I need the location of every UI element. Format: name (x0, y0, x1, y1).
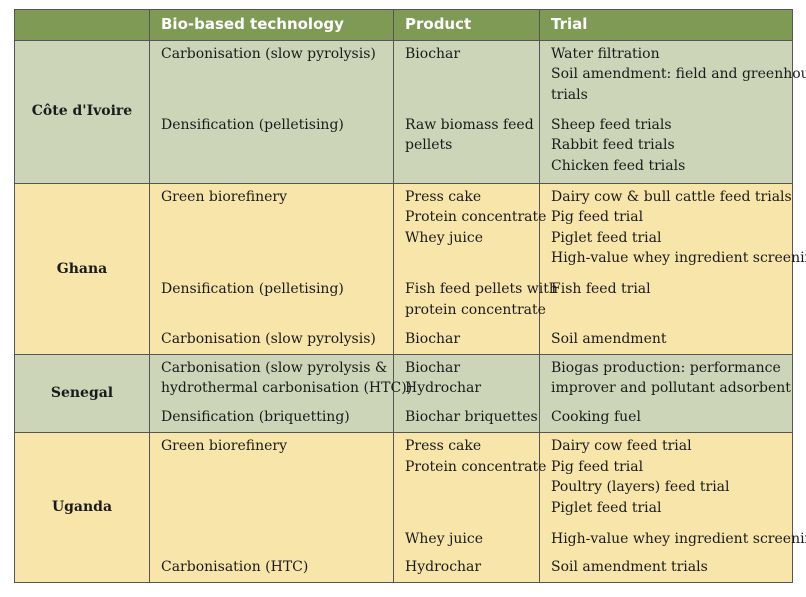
technology-line: Carbonisation (HTC) (161, 559, 309, 575)
technology-cell: Densification (pelletising) (149, 276, 394, 326)
header-row: Bio-based technology Product Trial (14, 9, 793, 40)
trial-line: Dairy cow & bull cattle feed trials (551, 188, 792, 205)
technology-cell: Green biorefinery (149, 182, 394, 277)
table-row: Densification (pelletising) Fish feed pel… (15, 276, 793, 326)
product-line: Hydrochar (405, 380, 482, 397)
product-cell: Press cake Protein concentrate Whey juice (393, 182, 547, 277)
technology-cell: Carbonisation (slow pyrolysis) (149, 325, 394, 355)
table-row: Carbonisation (slow pyrolysis) Biochar Soi… (15, 325, 793, 355)
header-technology: Bio-based technology (149, 9, 394, 40)
trial-line: Sheep feed trials (551, 116, 672, 133)
trial-line: Piglet feed trial (551, 229, 662, 246)
technology-line: Densification (briquetting) (161, 409, 350, 426)
product-line: Fish feed pellets with (405, 281, 558, 298)
product-line: Press cake (405, 188, 482, 205)
trial-cell: Cooking fuel (539, 404, 793, 433)
trial-line: Cooking fuel (551, 409, 641, 426)
technology-line: hydrothermal carbonisation (HTC)) (161, 380, 413, 397)
technology-cell (149, 526, 394, 554)
table-row: Côte d'Ivoire Carbonisation (slow pyrolys… (14, 39, 806, 184)
trial-line: High-value whey ingredient screening (551, 531, 806, 548)
trial-cell: Fish feed trial (539, 276, 793, 326)
trial-line: Poultry (layers) feed trial (551, 479, 730, 496)
product-line: Press cake (405, 438, 482, 455)
product-line: protein concentrate (405, 301, 546, 318)
trial-line: Piglet feed trial (551, 499, 662, 516)
header-country (14, 9, 150, 40)
product-line: Biochar (405, 330, 461, 347)
header-product: Product (393, 9, 540, 40)
trial-line: Fish feed trial (551, 281, 651, 298)
product-cell: Biochar briquettes (393, 404, 540, 433)
trial-line: High-value whey ingredient screening (551, 250, 806, 267)
table-row: Densification (briquetting) Biochar briqu… (15, 404, 793, 433)
table-row: Senegal Carbonisation (slow pyrolysis & hy… (14, 353, 793, 433)
product-cell: Biochar Hydrochar (393, 353, 540, 405)
trial-cell: High-value whey ingredient screening (539, 526, 806, 554)
trial-cell: Soil amendment (539, 325, 793, 355)
trials-table: Bio-based technology Product Trial Côte … (14, 9, 806, 583)
technology-line: Green biorefinery (161, 188, 287, 205)
table-body: Côte d'Ivoire Carbonisation (slow pyrolys… (14, 39, 806, 583)
country-cell: Senegal (14, 353, 150, 433)
product-cell: Biochar (393, 325, 540, 355)
product-line: Whey juice (405, 531, 484, 548)
product-line: Biochar (405, 359, 461, 376)
product-line: pellets (405, 137, 453, 154)
product-cell: Hydrochar (393, 554, 540, 583)
technology-cell: Carbonisation (slow pyrolysis) (149, 39, 394, 112)
product-cell: Biochar (393, 39, 540, 112)
product-line: Biochar briquettes (405, 409, 538, 426)
technology-cell: Carbonisation (HTC) (149, 554, 394, 583)
trial-line: Pig feed trial (551, 209, 644, 226)
product-cell: Fish feed pellets with protein concentrat… (393, 276, 558, 326)
trial-line: Water filtration (551, 45, 660, 62)
product-cell: Press cake Protein concentrate (393, 432, 547, 527)
country-cell: Ghana (14, 182, 150, 355)
header-trial: Trial (539, 9, 793, 40)
table-row: Densification (pelletising) Raw biomass f… (15, 111, 793, 184)
technology-line: Densification (pelletising) (161, 116, 344, 133)
technology-cell: Carbonisation (slow pyrolysis & hydrother… (149, 353, 413, 405)
technology-line: Carbonisation (slow pyrolysis) (161, 330, 376, 347)
trial-line: Pig feed trial (551, 458, 644, 475)
product-cell: Whey juice (393, 526, 540, 554)
country-cell: Uganda (14, 432, 150, 583)
product-line: Raw biomass feed (405, 116, 534, 133)
trial-cell: Biogas production: performance improver a… (539, 353, 793, 405)
trial-line: improver and pollutant adsorbent (551, 380, 791, 397)
technology-line (161, 529, 385, 550)
product-cell: Raw biomass feed pellets (393, 111, 540, 184)
product-line: Biochar (405, 45, 461, 62)
table-row: Uganda Green biorefinery Press cake Protein… (14, 432, 793, 583)
trial-line: Soil amendment trials (551, 559, 708, 575)
product-line: Hydrochar (405, 559, 482, 575)
trial-line: Soil amendment (551, 330, 667, 347)
country-cell: Côte d'Ivoire (14, 39, 150, 184)
trial-line: Dairy cow feed trial (551, 438, 692, 455)
technology-line: Green biorefinery (161, 438, 287, 455)
product-line: Whey juice (405, 229, 484, 246)
product-line: Protein concentrate (405, 458, 547, 475)
trial-line: Chicken feed trials (551, 157, 686, 174)
trial-cell: Dairy cow & bull cattle feed trials Pig f… (539, 182, 806, 277)
trial-line: Soil amendment: field and greenhouse (551, 66, 806, 82)
table-row: Carbonisation (HTC) Hydrochar Soil amendme… (15, 554, 793, 583)
trial-line: Biogas production: performance (551, 359, 781, 376)
trial-cell: Sheep feed trials Rabbit feed trials Chick… (539, 111, 793, 184)
trial-line: Rabbit feed trials (551, 137, 675, 154)
technology-line: Densification (pelletising) (161, 281, 344, 298)
technology-cell: Green biorefinery (149, 432, 394, 527)
product-line: Protein concentrate (405, 209, 547, 226)
technology-line: Carbonisation (slow pyrolysis) (161, 45, 376, 62)
trial-line: trials (551, 86, 588, 103)
technology-cell: Densification (briquetting) (149, 404, 394, 433)
trial-cell: Dairy cow feed trial Pig feed trial Poultr… (539, 432, 793, 527)
trial-cell: Water filtration Soil amendment: field an… (539, 39, 806, 112)
technology-line: Carbonisation (slow pyrolysis & (161, 359, 388, 376)
table-row: Whey juice High-value whey ingredient scr… (15, 526, 806, 554)
table-row: Ghana Green biorefinery Press cake Protein … (14, 182, 806, 355)
technology-cell: Densification (pelletising) (149, 111, 394, 184)
trial-cell: Soil amendment trials (539, 554, 793, 583)
